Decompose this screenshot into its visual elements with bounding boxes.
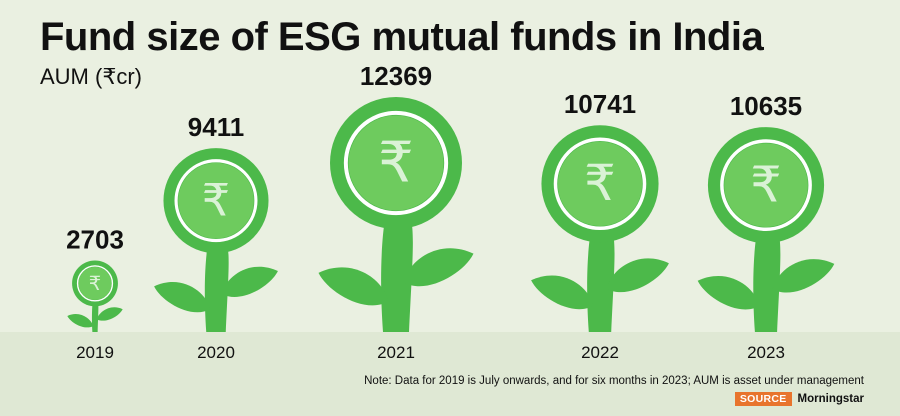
value-label: 2703: [66, 224, 124, 254]
plant-leaf-left: [531, 275, 594, 310]
plant-stem: [587, 224, 615, 332]
plant-head-ring: [174, 159, 258, 243]
rupee-icon: ₹: [89, 272, 101, 295]
chart-subtitle: AUM (₹cr): [40, 64, 142, 89]
plant-stem: [753, 225, 781, 332]
bar-plant-2023: ₹10635 2023: [697, 91, 835, 362]
source-line: SOURCE Morningstar: [734, 392, 864, 406]
category-label: 2020: [197, 343, 235, 362]
rupee-icon: ₹: [584, 154, 616, 212]
plant-head-ring: [76, 265, 114, 302]
plant-head-ring: [343, 110, 449, 216]
plant-leaf-right: [606, 258, 669, 293]
rupee-icon: ₹: [202, 174, 230, 226]
plant-head-inner: [78, 266, 112, 300]
rupee-icon: ₹: [378, 130, 414, 195]
category-label: 2023: [747, 343, 785, 362]
plant-head-ring: [720, 139, 812, 232]
plant-leaf-right: [96, 307, 123, 321]
value-label: 10741: [564, 89, 636, 119]
rupee-icon: ₹: [750, 155, 781, 213]
plant-leaf-left: [67, 314, 94, 328]
plant-stem: [91, 299, 99, 332]
source-badge: SOURCE: [734, 392, 792, 406]
plant-leaf-left: [697, 276, 760, 310]
plant-leaf-right: [772, 259, 835, 293]
footnote: Note: Data for 2019 is July onwards, and…: [364, 375, 864, 387]
plant-leaf-left: [154, 282, 211, 313]
bar-plant-2019: ₹2703 2019: [66, 224, 124, 362]
value-label: 10635: [730, 91, 802, 121]
plant-head-inner: [724, 143, 808, 227]
chart-title: Fund size of ESG mutual funds in India: [40, 15, 764, 59]
bar-plant-2022: ₹10741 2022: [531, 89, 669, 362]
plant-head-ring: [553, 137, 647, 231]
plant-head-inner: [178, 162, 254, 239]
plant-leaf-right: [403, 248, 474, 287]
bar-plant-2021: ₹12369 2021: [318, 61, 474, 362]
value-label: 9411: [188, 112, 244, 142]
category-label: 2021: [377, 343, 415, 362]
plant-head-inner: [557, 141, 643, 226]
plant-head-inner: [348, 115, 444, 211]
plant-stem: [381, 208, 413, 332]
plant-stem: [204, 236, 229, 332]
source-name: Morningstar: [797, 393, 864, 405]
category-label: 2019: [76, 343, 114, 362]
value-label: 12369: [360, 61, 432, 91]
plant-leaf-right: [221, 266, 278, 297]
plant-leaf-left: [318, 267, 389, 306]
category-label: 2022: [581, 343, 619, 362]
bar-plant-2020: ₹9411 2020: [154, 112, 278, 362]
